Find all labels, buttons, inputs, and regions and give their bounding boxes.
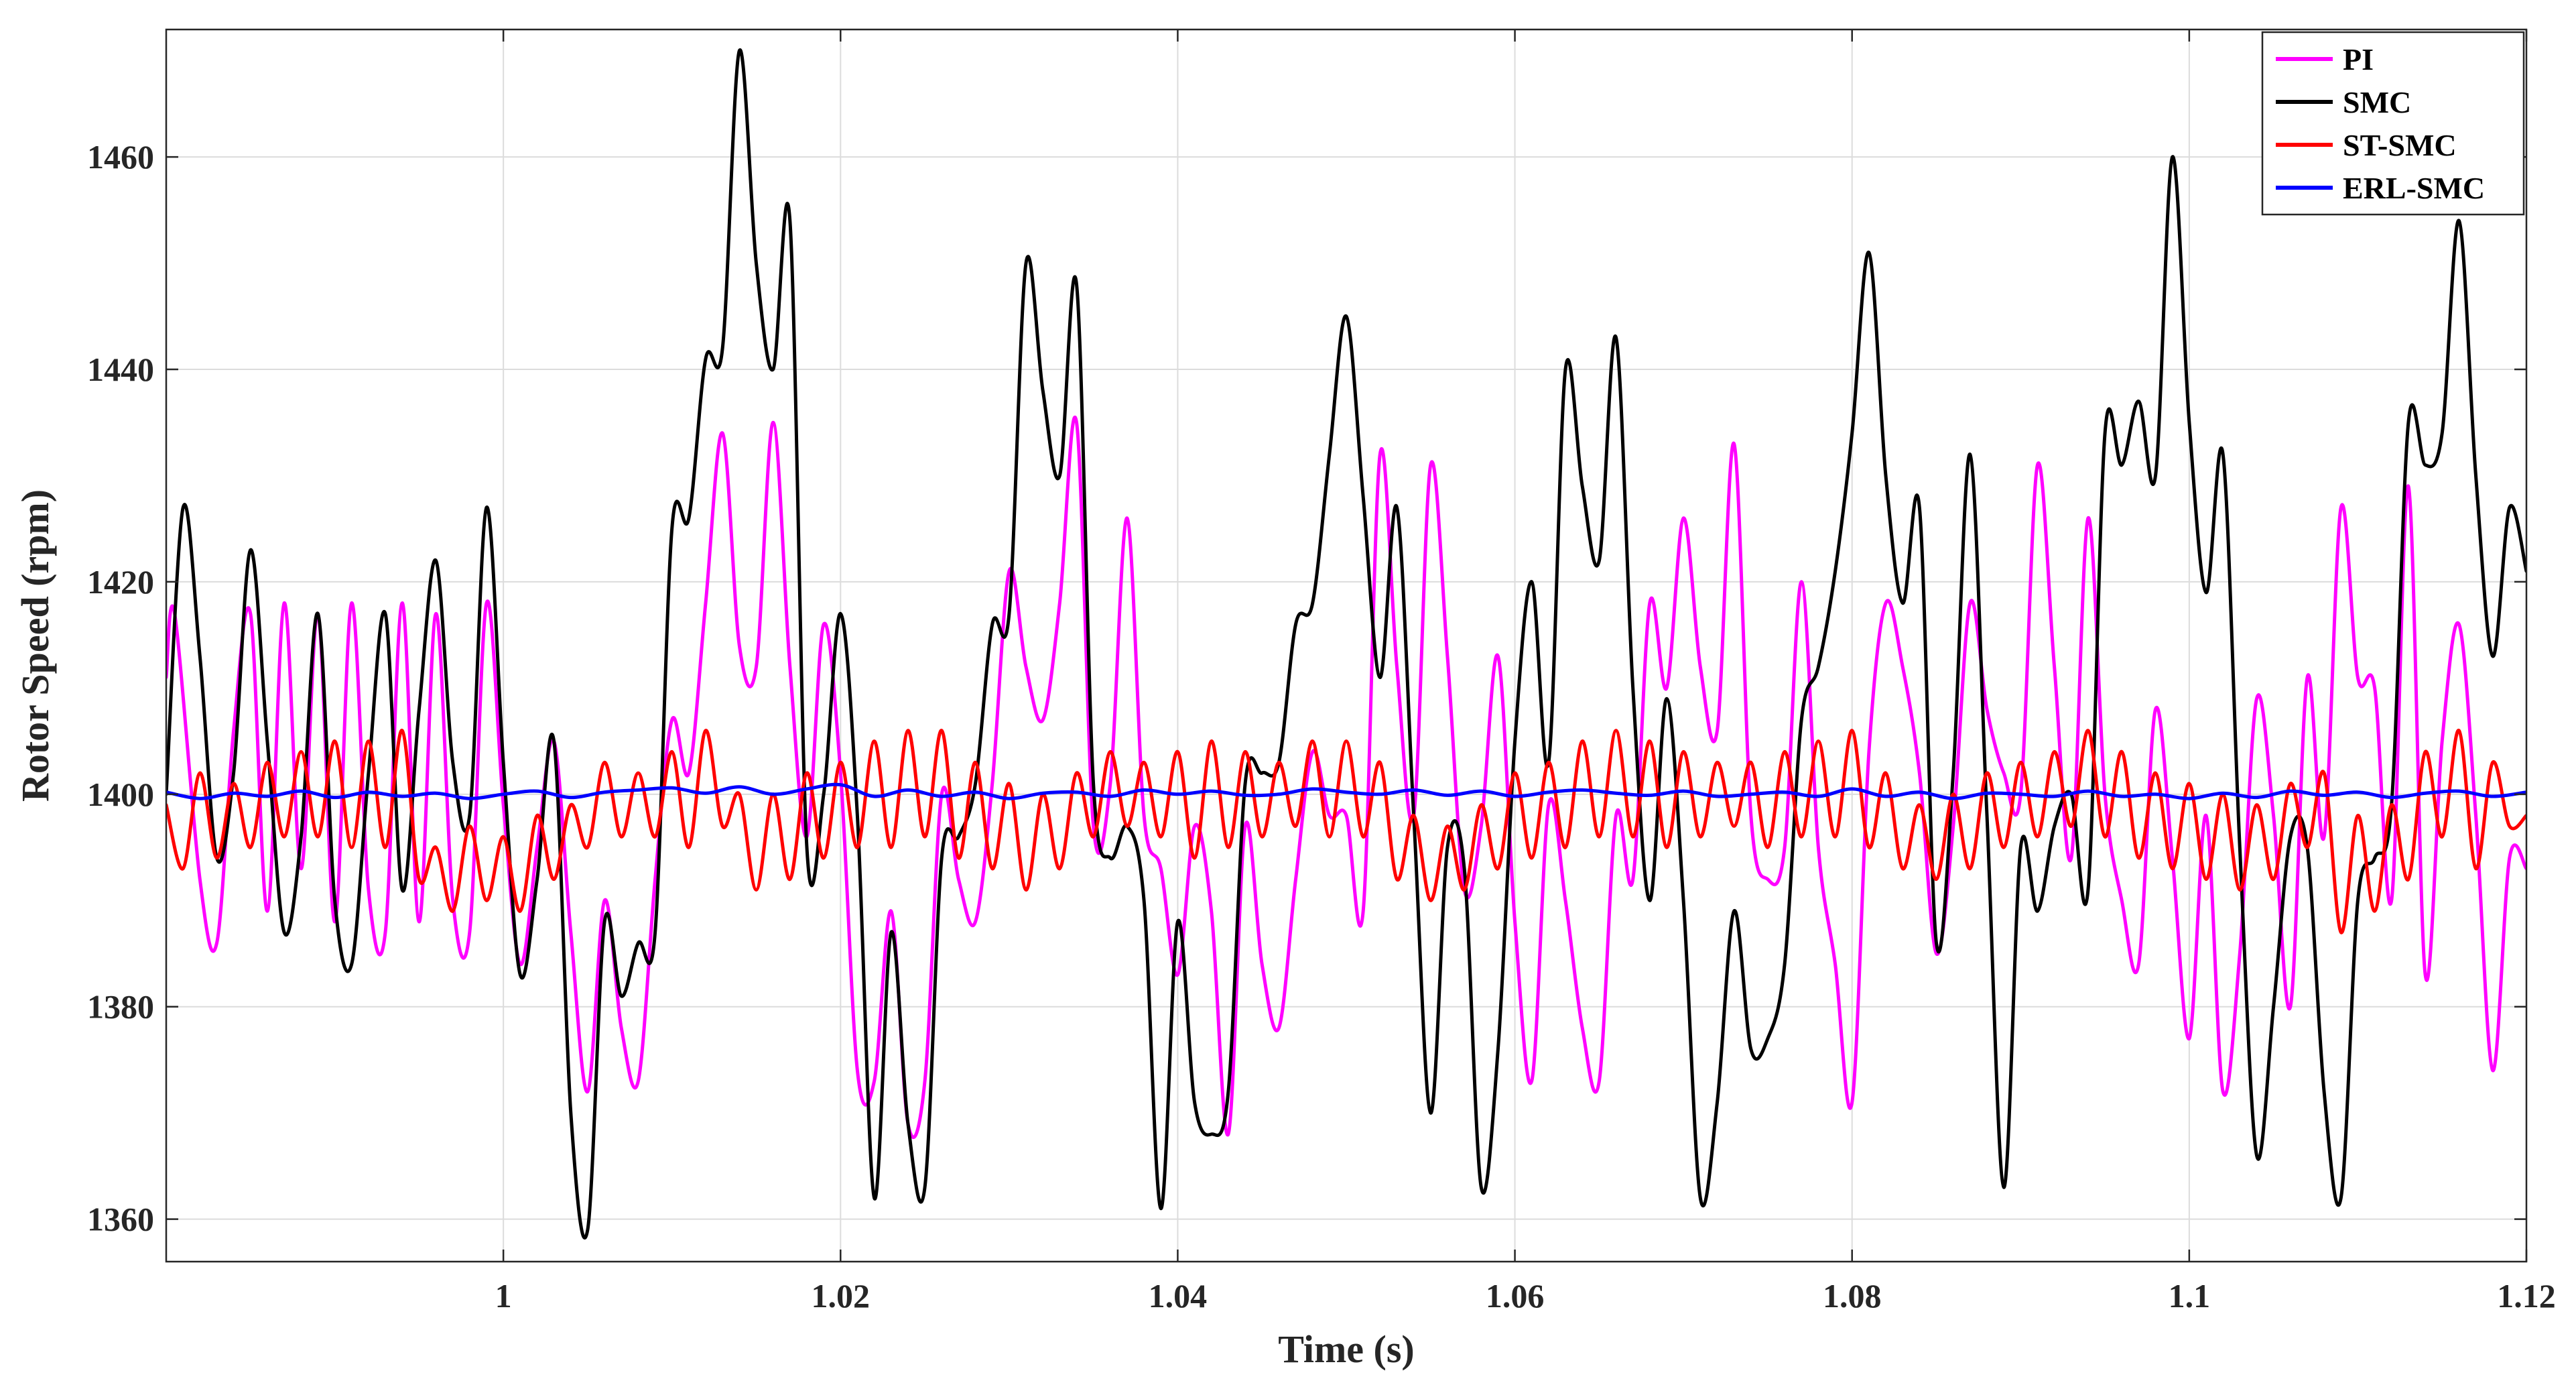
x-tick-label: 1.08 — [1823, 1277, 1882, 1315]
y-axis-label: Rotor Speed (rpm) — [13, 489, 57, 802]
legend-label: SMC — [2343, 85, 2411, 119]
y-tick-label: 1440 — [87, 351, 154, 388]
grid — [166, 29, 2527, 1262]
x-tick-label: 1.06 — [1486, 1277, 1545, 1315]
x-tick-label: 1 — [495, 1277, 512, 1315]
x-tick-label: 1.12 — [2497, 1277, 2556, 1315]
y-tick-label: 1360 — [87, 1201, 154, 1238]
series-group — [166, 48, 2526, 1240]
series-line-smc — [166, 48, 2526, 1240]
x-tick-label: 1.1 — [2169, 1277, 2211, 1315]
x-tick-label: 1.04 — [1149, 1277, 1208, 1315]
legend-label: ERL-SMC — [2343, 171, 2485, 205]
axis-ticks: 1 1.02 1.04 1.06 1.08 1.1 1.12 1360 1380 1400 1420… — [87, 29, 2556, 1315]
series-line-st-smc — [166, 729, 2526, 934]
series-line-pi — [166, 415, 2526, 1140]
series-line-erl-smc — [166, 782, 2526, 800]
y-tick-label: 1460 — [87, 138, 154, 176]
legend-box — [2261, 31, 2525, 216]
y-tick-label: 1380 — [87, 988, 154, 1026]
legend: PI SMC ST-SMC ERL-SMC — [2261, 31, 2525, 216]
legend-label: ST-SMC — [2343, 128, 2457, 162]
plot-area-frame — [165, 28, 2528, 1263]
legend-label: PI — [2343, 42, 2374, 76]
y-tick-label: 1400 — [87, 776, 154, 813]
y-tick-label: 1420 — [87, 563, 154, 601]
x-axis-label: Time (s) — [1278, 1327, 1415, 1371]
x-tick-label: 1.02 — [812, 1277, 871, 1315]
